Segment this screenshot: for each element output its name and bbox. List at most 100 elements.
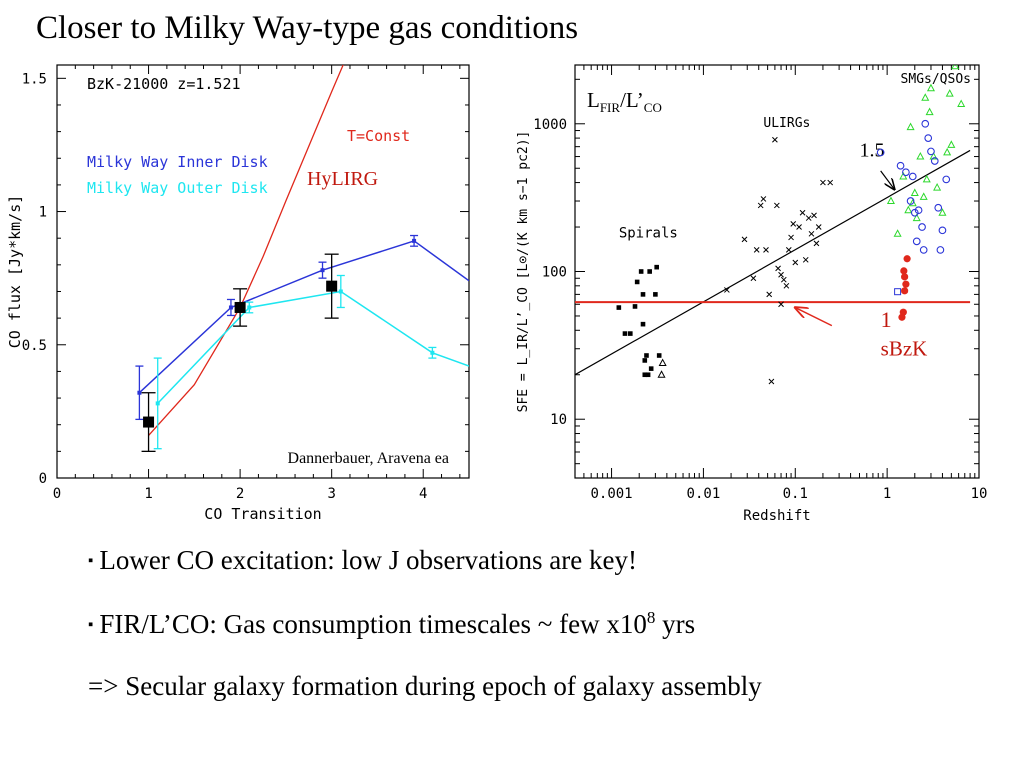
spiral-point: [656, 353, 662, 358]
ulirg-point: [750, 275, 757, 282]
sbzk-point: [903, 255, 911, 263]
data-point: [412, 238, 417, 243]
triangle-point: [938, 208, 947, 216]
legend-outer-disk: Milky Way Outer Disk: [87, 179, 268, 197]
smg-circle-point: [918, 223, 926, 231]
smg-circle-point: [938, 226, 947, 235]
ulirg-point: [813, 240, 820, 247]
triangle-point: [658, 358, 667, 367]
ulirg-point: [780, 276, 787, 283]
spiral-point: [654, 264, 659, 270]
smg-circle-point: [902, 168, 910, 177]
bullet-item: ▪ Lower CO excitation: low J observations…: [88, 545, 637, 576]
y-tick-label: 1000: [533, 117, 567, 133]
y-tick-label: 1.5: [22, 71, 47, 87]
triangle-point: [922, 174, 931, 183]
co-sled-plot: 0 1 2 3 4 0 0.5 1 1.5 CO Transition CO flux [Jy*km…: [6, 64, 470, 523]
x-tick-label: 0.1: [783, 486, 808, 502]
slope-arrow: [880, 170, 895, 189]
slide-title: Closer to Milky Way-type gas conditions: [36, 10, 579, 46]
ulirg-point: [788, 234, 794, 241]
spiral-point: [653, 292, 658, 297]
sbzk-point: [901, 287, 909, 295]
spiral-point: [648, 366, 654, 371]
smgs-label: SMGs/QSOs: [901, 72, 971, 87]
spiral-point: [644, 353, 649, 358]
x-tick-label: 0: [53, 486, 61, 502]
y-tick-label: 1: [39, 205, 47, 221]
bzk-data-point: [143, 416, 155, 428]
smg-circle-point: [876, 148, 885, 157]
spiral-point: [628, 331, 633, 336]
bullet-text: FIR/L’CO: Gas consumption timescales ~ f…: [99, 609, 647, 639]
data-point: [137, 390, 142, 395]
spiral-point: [642, 358, 648, 363]
x-axis-label: CO Transition: [204, 505, 321, 523]
bzk-data-point: [326, 280, 338, 292]
spiral-point: [642, 372, 648, 378]
ulirg-point: [790, 221, 797, 227]
flat-arrow: [795, 308, 833, 327]
flat-label: 1: [881, 307, 892, 332]
credit-label: Dannerbauer, Aravena ea: [288, 450, 449, 467]
bullet-item: ▪ FIR/L’CO: Gas consumption timescales ~ …: [88, 608, 695, 640]
sfe-redshift-chart: 0.001 0.01 0.1 1 10 10 100 1000 Redshift SFE = L_…: [505, 55, 995, 530]
triangle-point: [925, 107, 934, 116]
ulirg-point: [796, 224, 802, 230]
triangle-point: [957, 99, 966, 108]
legend-inner-disk: Milky Way Inner Disk: [87, 153, 268, 171]
triangle-point: [657, 370, 666, 378]
data-point: [320, 268, 325, 273]
chart-title: BzK-21000 z=1.521: [87, 75, 241, 93]
triangle-point: [912, 213, 921, 222]
fir-co-mid: /L’: [620, 88, 644, 112]
fir-co-sub-fir: FIR: [600, 100, 621, 115]
y-axis-label: CO flux [Jy*km/s]: [6, 195, 24, 349]
bullet-superscript: 8: [646, 608, 656, 627]
co-sled-chart: 0 1 2 3 4 0 0.5 1 1.5 CO Transition CO flux [Jy*km…: [0, 55, 480, 530]
triangle-point: [906, 122, 915, 131]
sfe-redshift-plot: 0.001 0.01 0.1 1 10 10 100 1000 Redshift SFE = L_…: [516, 64, 988, 524]
smg-circle-point: [927, 147, 935, 156]
x-axis-label: Redshift: [743, 508, 810, 524]
smg-square-point: [894, 288, 902, 296]
data-point: [155, 401, 160, 406]
x-tick-label: 1: [883, 486, 891, 502]
spiral-point: [647, 269, 652, 274]
triangle-point: [908, 198, 917, 207]
spiral-point: [634, 279, 640, 285]
x-tick-label: 10: [971, 486, 988, 502]
ulirgs-label: ULIRGs: [763, 116, 810, 131]
ulirg-point: [763, 247, 769, 253]
triangle-point: [929, 151, 938, 160]
smg-circle-point: [896, 161, 905, 170]
slope-line: [575, 149, 971, 376]
smg-circle-point: [924, 134, 933, 142]
triangle-point: [947, 140, 956, 148]
conclusion-line: => Secular galaxy formation during epoch…: [88, 671, 762, 702]
triangle-point: [893, 229, 902, 237]
y-tick-label: 0: [39, 471, 47, 487]
ulirg-point: [757, 202, 764, 209]
bullet-marker: ▪: [88, 617, 94, 633]
spiral-point: [622, 331, 628, 336]
ulirg-point: [805, 215, 812, 221]
sbzk-point: [901, 273, 909, 281]
spirals-label: Spirals: [619, 225, 678, 241]
spiral-point: [632, 304, 638, 309]
triangle-point: [933, 183, 942, 191]
sbzk-label: sBzK: [881, 336, 928, 360]
sbzk-point: [899, 308, 907, 316]
ulirg-point: [724, 287, 730, 293]
ulirg-point: [820, 179, 826, 186]
smg-circle-point: [921, 119, 930, 128]
ulirg-point: [815, 224, 822, 230]
ulirg-point: [827, 179, 834, 186]
smg-circle-point: [910, 208, 919, 217]
fir-co-label: LFIR/L’CO: [587, 88, 662, 115]
y-tick-label: 10: [550, 412, 567, 428]
y-tick-label: 0.5: [22, 338, 47, 354]
data-point: [247, 305, 252, 310]
triangle-point: [916, 151, 925, 160]
x-tick-label: 3: [327, 486, 335, 502]
